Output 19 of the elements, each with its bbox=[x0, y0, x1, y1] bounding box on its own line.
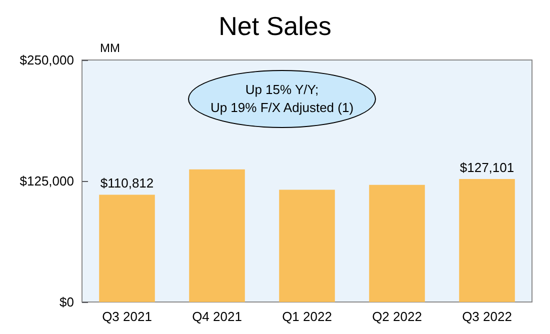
x-tick-label: Q1 2022 bbox=[282, 309, 332, 324]
x-tick-label: Q4 2021 bbox=[192, 309, 242, 324]
data-label: $127,101 bbox=[460, 160, 514, 175]
bar bbox=[369, 184, 425, 302]
annotation: Up 15% Y/Y; bbox=[245, 81, 319, 99]
data-label: $110,812 bbox=[100, 176, 154, 191]
bar bbox=[189, 169, 245, 302]
annotation: Up 19% F/X Adjusted (1) bbox=[210, 99, 354, 117]
y-tick-label: $0 bbox=[60, 294, 74, 310]
bar bbox=[279, 190, 335, 302]
bar bbox=[99, 194, 155, 302]
bar bbox=[459, 178, 515, 302]
chart-title: Net Sales bbox=[218, 11, 332, 41]
y-axis-title: MM bbox=[100, 41, 120, 55]
x-tick-label: Q3 2021 bbox=[102, 309, 152, 324]
x-tick-label: Q3 2022 bbox=[462, 309, 512, 324]
y-tick-label: $125,000 bbox=[20, 174, 74, 188]
x-tick-label: Q2 2022 bbox=[372, 309, 422, 324]
y-tick-label: $250,000 bbox=[20, 52, 74, 68]
